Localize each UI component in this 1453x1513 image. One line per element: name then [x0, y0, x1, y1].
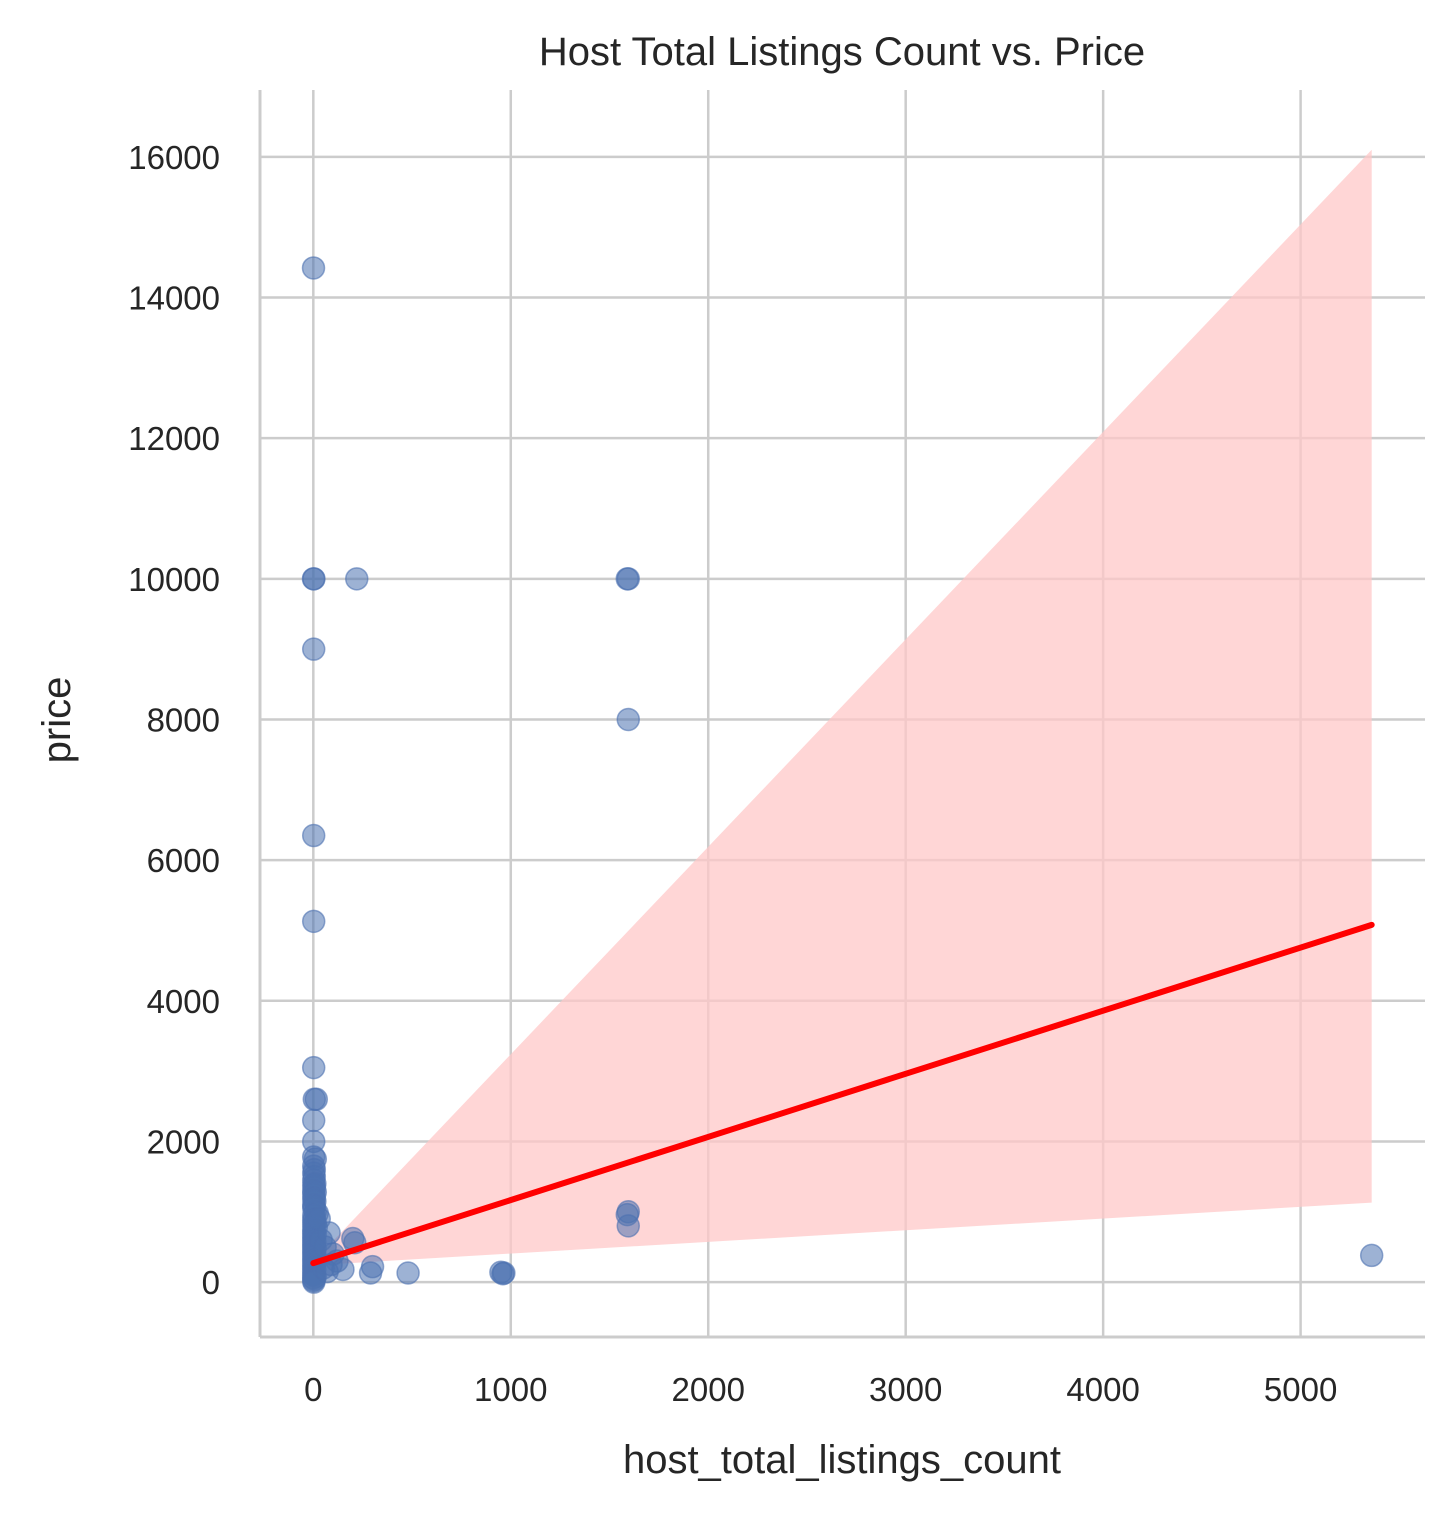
ci-band	[313, 149, 1372, 1266]
x-tick-label: 1000	[474, 1371, 547, 1408]
scatter-point	[491, 1261, 515, 1286]
x-tick-label: 2000	[672, 1371, 745, 1408]
scatter-point	[616, 567, 641, 591]
scatter-point	[304, 1087, 329, 1112]
scatter-point	[358, 1261, 383, 1285]
scatter-point	[301, 1108, 326, 1133]
fit-line-group	[310, 921, 1375, 1267]
y-tick-label: 6000	[147, 842, 220, 879]
x-tick-label: 0	[304, 1371, 322, 1408]
y-tick-label: 14000	[128, 279, 220, 316]
scatter-point	[302, 567, 326, 591]
scatter-point	[301, 637, 326, 661]
y-tick-label: 10000	[128, 561, 220, 598]
y-tick-label: 2000	[147, 1123, 220, 1160]
scatter-point	[1359, 1243, 1384, 1268]
y-tick-label: 16000	[128, 139, 220, 176]
x-tick-label: 4000	[1066, 1371, 1139, 1408]
scatter-point	[301, 1055, 326, 1080]
x-axis-label: host_total_listings_count	[623, 1438, 1061, 1482]
scatter-point	[317, 1221, 341, 1245]
y-axis-label: price	[35, 677, 79, 764]
ci-band-area	[313, 149, 1372, 1266]
chart-title: Host Total Listings Count vs. Price	[539, 30, 1145, 74]
scatter-point	[616, 707, 641, 732]
scatter-point	[345, 567, 369, 591]
x-tick-label: 3000	[869, 1371, 942, 1408]
tick-labels: 0 1000 2000 3000 4000 5000 0 2000 4000 6000 8000 10…	[128, 139, 1337, 1408]
y-tick-label: 4000	[147, 983, 220, 1020]
y-tick-label: 12000	[128, 420, 220, 457]
scatter-point	[301, 823, 326, 848]
y-tick-label: 8000	[147, 701, 220, 738]
scatter-point	[301, 909, 326, 934]
x-tick-label: 5000	[1264, 1371, 1337, 1408]
scatter-point	[331, 1257, 355, 1282]
scatter-point	[616, 1214, 641, 1238]
scatter-point	[301, 256, 326, 280]
y-tick-label: 0	[202, 1264, 220, 1301]
scatter-point	[396, 1261, 420, 1285]
axes	[258, 90, 1425, 1339]
fit-line	[310, 921, 1375, 1267]
